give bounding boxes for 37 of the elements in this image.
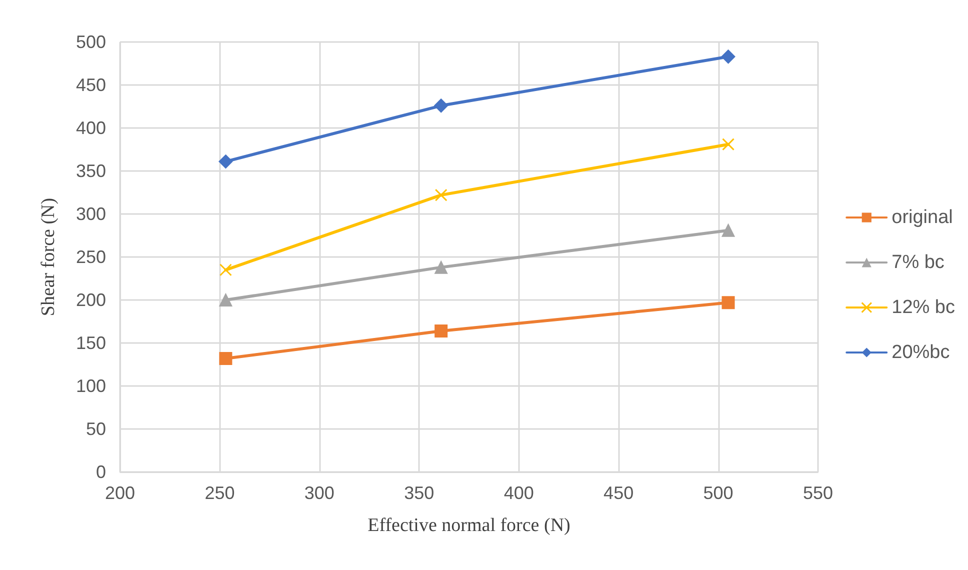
y-tick-label: 350 (76, 161, 106, 181)
legend-label: original (892, 207, 953, 228)
y-axis-title: Shear force (N) (38, 198, 59, 316)
x-axis-title: Effective normal force (N) (368, 515, 570, 536)
x-tick-label: 550 (802, 483, 834, 503)
y-tick-label: 0 (96, 462, 106, 482)
point (434, 260, 448, 274)
x-tick-label: 250 (204, 483, 235, 503)
x-tick-label: 500 (703, 483, 734, 503)
y-tick-label: 400 (76, 118, 106, 138)
y-tick-label: 50 (86, 419, 106, 439)
point (434, 98, 448, 113)
point (434, 324, 448, 338)
y-tick-label: 250 (76, 247, 106, 267)
y-tick-label: 500 (76, 32, 106, 52)
point (721, 50, 736, 64)
x-tick-label: 450 (604, 483, 634, 503)
legend-label: 12% bc (892, 297, 955, 318)
point (219, 352, 232, 365)
point (219, 294, 232, 306)
legend-label: 20%bc (892, 342, 950, 363)
point (219, 264, 232, 276)
x-tick-label: 200 (104, 483, 136, 503)
x-tick-label: 400 (504, 483, 534, 503)
point (722, 296, 735, 310)
point (722, 224, 735, 237)
point (434, 188, 448, 202)
x-tick-label: 300 (304, 483, 334, 503)
y-tick-label: 100 (76, 376, 106, 396)
y-tick-label: 450 (76, 75, 106, 95)
point (218, 154, 233, 169)
y-tick-label: 300 (76, 204, 106, 224)
y-tick-label: 200 (76, 290, 106, 310)
y-tick-label: 150 (76, 333, 106, 353)
x-tick-label: 350 (404, 483, 434, 503)
legend-label: 7% bc (892, 252, 944, 273)
point (722, 138, 735, 151)
